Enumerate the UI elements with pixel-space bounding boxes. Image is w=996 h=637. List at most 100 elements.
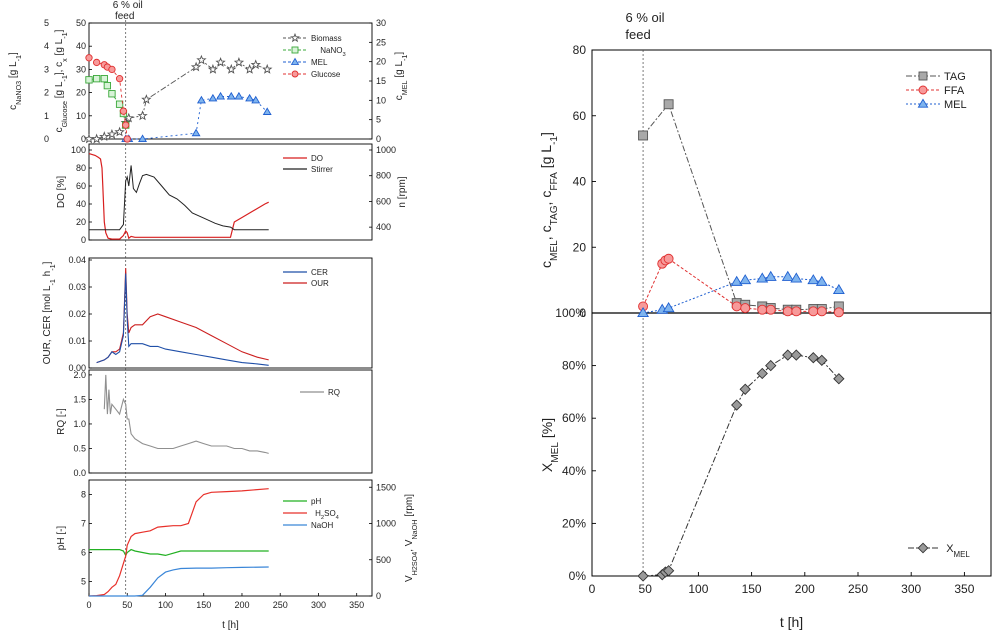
- p1-biomass-point: [91, 133, 102, 144]
- feed-label-left-1: 6 % oil: [113, 0, 143, 11]
- p1-biomass-point: [106, 128, 118, 139]
- r1-ylabel-part: , c: [538, 225, 554, 240]
- r2-xmel-point: [833, 373, 845, 385]
- p5-x-tick-label: 150: [196, 600, 211, 610]
- p1-yleft-tick-label: 40: [76, 41, 86, 51]
- p1-ylabel-right-part: [g L: [394, 61, 405, 81]
- r2-ylabel: XMEL [%]: [539, 418, 561, 472]
- r1-legend-marker: [918, 85, 928, 95]
- r1-ffa-point: [816, 306, 827, 317]
- p1-biomass-point: [196, 54, 207, 65]
- r1-legend-label: TAG: [944, 71, 966, 83]
- p3-ylabel-left-part: ]: [42, 261, 53, 264]
- p1-series-biomass-line: [89, 59, 268, 140]
- r1-series-tag-line: [642, 103, 839, 311]
- p1-ylabel-nano3-part: [g L: [8, 61, 19, 81]
- r1-mel-point: [730, 275, 743, 286]
- p1-legend-marker: [291, 46, 299, 54]
- p1-biomass-point: [114, 126, 125, 137]
- p2-yleft-tick-label: 40: [76, 199, 86, 209]
- p2-yleft-tick-label: 0: [81, 235, 86, 245]
- r2-xtick-label: 100: [688, 582, 708, 596]
- p1-biomass-point: [250, 59, 261, 70]
- p1-glucose-point: [92, 58, 101, 67]
- r2-legend-label-part: MEL: [954, 550, 971, 559]
- p1-biomass-point: [99, 131, 110, 142]
- p1-nano3-point: [92, 75, 101, 83]
- p2-yright-tick-label: 600: [376, 196, 391, 206]
- r1-tag-point: [638, 130, 649, 141]
- p1-nano3-point: [100, 75, 108, 83]
- p1-nano3-point: [85, 76, 93, 84]
- p1-mel-point: [226, 91, 236, 100]
- p1-ylabel-nano3-part: -1: [14, 55, 23, 61]
- p1-mel-point: [234, 91, 244, 100]
- p4-series-rq-line: [103, 374, 269, 454]
- p1-ylabel-nano3-part: c: [8, 105, 19, 110]
- r1-ylabel-part: ]: [538, 132, 554, 136]
- p3-yleft-tick-label: 0.03: [68, 282, 86, 292]
- p5-ylabel-right-part: V: [404, 575, 415, 582]
- p1-ylabel-left-part: [g L: [54, 81, 65, 101]
- p5-ylabel-left: pH [-]: [56, 526, 67, 551]
- p5-x-tick-label: 200: [234, 600, 249, 610]
- p1-biomass-point: [137, 110, 148, 121]
- r2-ytick-label: 20%: [562, 516, 586, 530]
- r1-ytick-label: 60: [573, 109, 587, 123]
- p1-nano3-point: [108, 90, 116, 98]
- p1-biomass-point: [190, 61, 202, 72]
- p1-yleft-tick-label: 50: [76, 18, 86, 28]
- p4-ylabel-left: RQ [-]: [56, 408, 67, 435]
- p5-yright-tick-label: 0: [376, 591, 381, 601]
- p1-yright-tick-label: 15: [376, 76, 386, 86]
- p5-x-tick-label: 350: [349, 600, 364, 610]
- p1-yright-tick-label: 10: [376, 95, 386, 105]
- p1-biomass-point: [244, 63, 255, 74]
- p5-x-tick-label: 250: [273, 600, 288, 610]
- p3-ylabel-left-part: -1: [48, 279, 57, 285]
- p5-ylabel-right-part: H2SO4: [410, 552, 419, 576]
- r2-xmel-point: [816, 354, 828, 367]
- p1-ylabel-right-part: -1: [400, 55, 409, 61]
- p1-ylabel-right-part: ]: [394, 52, 405, 55]
- p1-legend-label: NaNO3: [320, 46, 345, 58]
- p1-ylabel-right-part: MEL: [400, 80, 409, 95]
- r2-ytick-label: 60%: [562, 411, 586, 425]
- p5-ylabel-right: VH2SO4, VNaOH [rpm]: [404, 494, 419, 582]
- p1-mel-point: [216, 91, 226, 100]
- p1-ylabel-nano3-part: NaNO3: [14, 81, 23, 105]
- r2-xmel-point: [765, 359, 777, 372]
- p1-biomass-point: [207, 63, 219, 74]
- p1-legend-label-part: NaNO: [320, 46, 342, 55]
- r2-legend-label: XMEL: [946, 543, 970, 559]
- r1-tag-point: [663, 99, 674, 110]
- p1-ynano3-tick-label: 1: [44, 111, 49, 121]
- r2-ylabel-part: MEL: [550, 442, 561, 463]
- p1-legend-label: MEL: [311, 58, 328, 67]
- r1-ylabel-part: -1: [549, 136, 560, 145]
- p5-yleft-tick-label: 7: [81, 519, 86, 529]
- p5-x-tick-label: 100: [158, 600, 173, 610]
- r2-xmel-point: [790, 349, 802, 361]
- p5-yleft-tick-label: 5: [81, 577, 86, 587]
- r1-mel-point: [637, 306, 650, 318]
- p1-yright-tick-label: 20: [376, 57, 386, 67]
- p1-glucose-point: [115, 75, 124, 83]
- r1-ylabel-part: [g L: [538, 145, 554, 172]
- r2-xmel-point: [739, 383, 751, 395]
- p3-ylabel-left-part: OUR, CER [mol L: [42, 285, 53, 364]
- p1-ylabel-left-part: [g L: [54, 38, 65, 58]
- p1-legend-marker: [290, 32, 300, 43]
- r2-xmel-point: [782, 349, 794, 361]
- p1-nano3-point: [115, 100, 124, 108]
- r1-ylabel-part: TAG: [549, 205, 560, 225]
- p5-x-tick-label: 0: [86, 600, 91, 610]
- p1-biomass-point: [83, 133, 95, 144]
- p5-series-naoh-line: [89, 566, 269, 597]
- p5-xlabel: t [h]: [222, 620, 239, 631]
- r2-xmel-point: [662, 565, 675, 577]
- p1-ylabel-left-part: -1: [60, 32, 69, 38]
- p3-ylabel-left-part: -1: [48, 264, 57, 270]
- p1-yleft-tick-label: 10: [76, 111, 86, 121]
